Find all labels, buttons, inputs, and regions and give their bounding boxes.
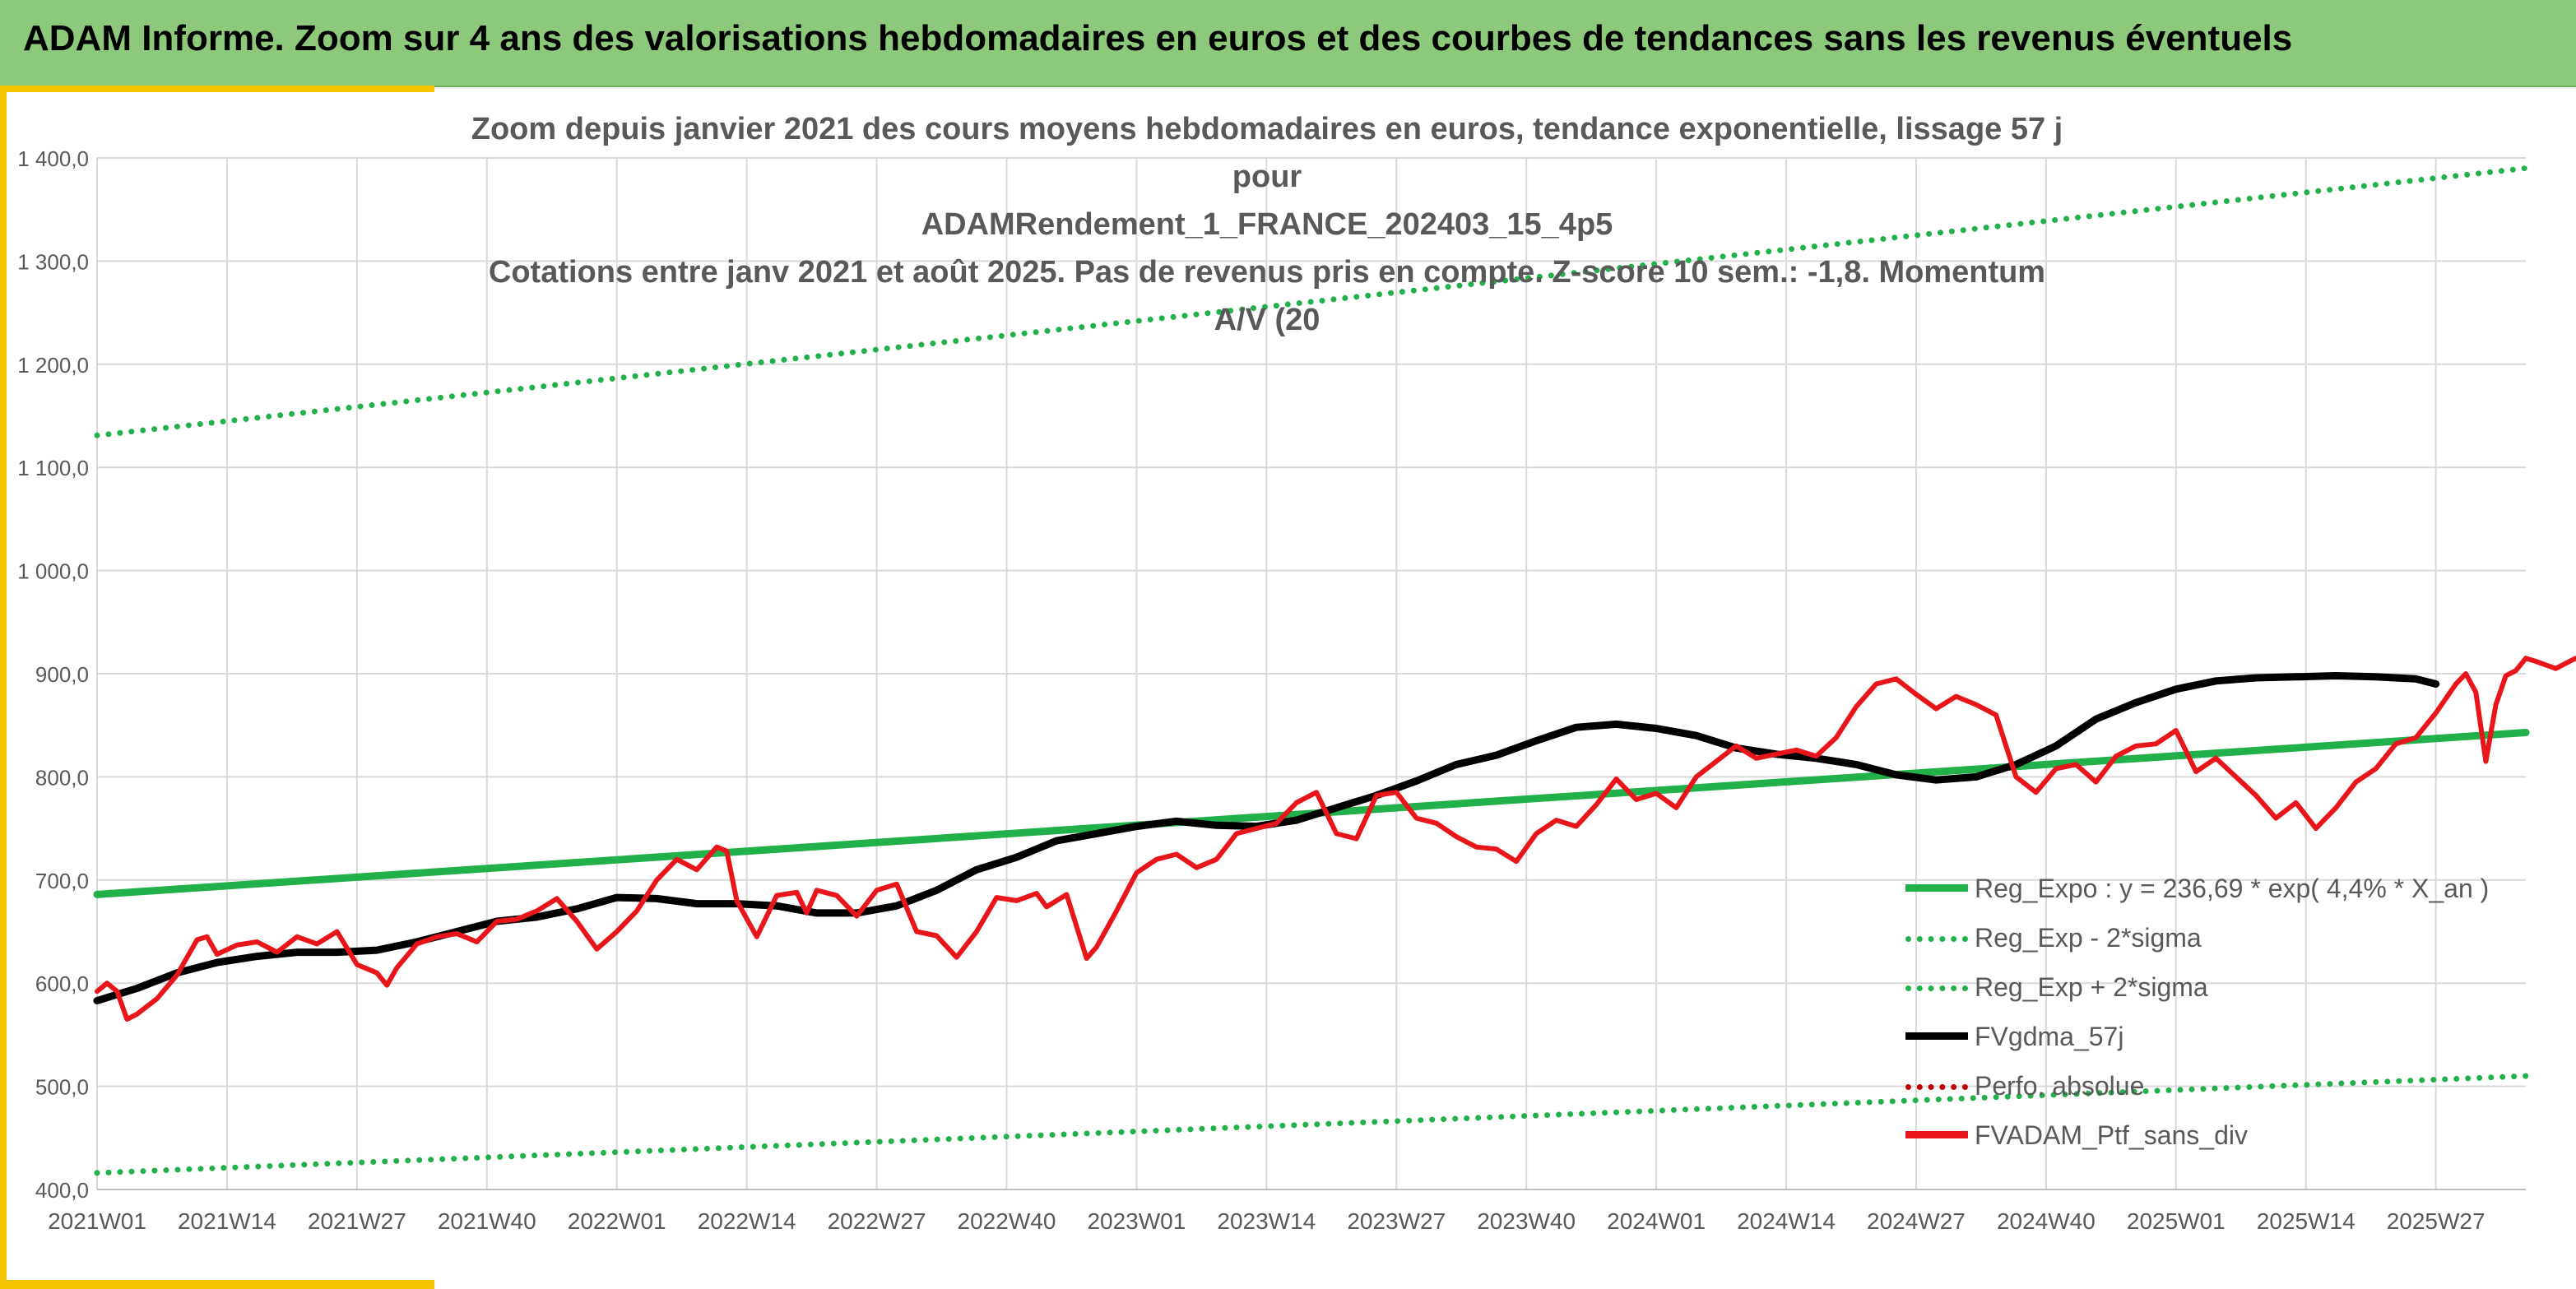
x-tick-label: 2025W01 [2127,1208,2226,1234]
y-tick-label: 700,0 [35,869,89,893]
x-tick-label: 2022W40 [958,1208,1056,1234]
y-tick-label: 1 400,0 [17,146,89,171]
page-title: ADAM Informe. Zoom sur 4 ans des valoris… [23,18,2293,58]
legend-swatch [1905,985,1968,991]
x-tick-label: 2024W27 [1867,1208,1966,1234]
y-tick-label: 1 100,0 [17,456,89,480]
x-tick-label: 2022W14 [698,1208,796,1234]
x-tick-label: 2023W14 [1217,1208,1316,1234]
chart-title-line-3: Cotations entre janv 2021 et août 2025. … [488,255,2046,337]
legend-swatch [1905,936,1968,942]
x-tick-label: 2021W14 [178,1208,276,1234]
x-tick-label: 2024W14 [1737,1208,1836,1234]
y-tick-label: 1 000,0 [17,559,89,584]
legend-label: Perfo. absolue [1975,1071,2145,1101]
y-tick-label: 600,0 [35,971,89,996]
legend-label: Reg_Exp + 2*sigma [1975,972,2208,1002]
accent-bar-top [0,86,434,92]
x-tick-label: 2022W27 [828,1208,926,1234]
header-bar: ADAM Informe. Zoom sur 4 ans des valoris… [0,0,2576,87]
series-line-perfo-absolue [95,656,2576,1022]
x-tick-label: 2023W27 [1347,1208,1446,1234]
x-tick-label: 2021W01 [48,1208,146,1234]
legend-label: Reg_Exp - 2*sigma [1975,923,2202,953]
x-tick-label: 2023W40 [1477,1208,1576,1234]
x-tick-label: 2023W01 [1087,1208,1186,1234]
legend-label: FVgdma_57j [1975,1022,2124,1051]
legend-label: Reg_Expo : y = 236,69 * exp( 4,4% * X_an… [1975,874,2490,903]
accent-bar-bottom [0,1280,434,1289]
chart-title: Zoom depuis janvier 2021 des cours moyen… [461,105,2073,344]
legend-label: FVADAM_Ptf_sans_div [1975,1120,2248,1150]
x-tick-label: 2022W01 [568,1208,666,1234]
legend-swatch [1905,1084,1968,1090]
x-tick-label: 2024W40 [1997,1208,2096,1234]
x-tick-label: 2021W40 [438,1208,536,1234]
series-line-reg-exp-plus-2sigma [94,165,2529,438]
x-tick-label: 2025W14 [2257,1208,2356,1234]
y-tick-label: 500,0 [35,1075,89,1100]
chart-title-line-1: Zoom depuis janvier 2021 des cours moyen… [471,112,2063,194]
series-line-reg-exp-minus-2sigma [94,1073,2529,1176]
x-tick-label: 2021W27 [308,1208,406,1234]
legend-swatch [1905,884,1968,892]
y-tick-label: 900,0 [35,662,89,687]
chart-title-line-2: ADAMRendement_1_FRANCE_202403_15_4p5 [921,207,1613,242]
accent-bar-left [0,86,7,1289]
y-tick-label: 1 300,0 [17,249,89,274]
y-tick-label: 400,0 [35,1178,89,1203]
y-tick-label: 800,0 [35,765,89,790]
x-tick-label: 2025W27 [2387,1208,2485,1234]
x-tick-label: 2024W01 [1607,1208,1706,1234]
legend-swatch [1905,1032,1968,1040]
y-tick-label: 1 200,0 [17,353,89,378]
legend-swatch [1905,1131,1968,1138]
